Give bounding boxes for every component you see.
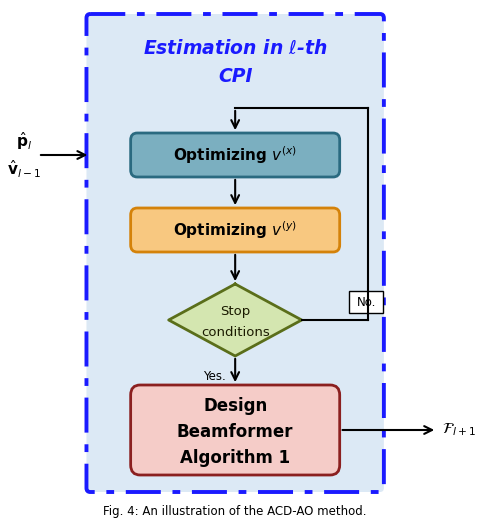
Text: Stop: Stop	[220, 306, 250, 319]
Text: No.: No.	[357, 296, 376, 309]
Text: Beamformer: Beamformer	[177, 423, 293, 441]
Text: CPI: CPI	[218, 66, 252, 86]
Text: Design: Design	[203, 397, 267, 415]
Polygon shape	[169, 284, 302, 356]
FancyBboxPatch shape	[130, 208, 340, 252]
Text: $\hat{\mathbf{p}}_l$: $\hat{\mathbf{p}}_l$	[16, 130, 32, 152]
Text: Optimizing $v^{(y)}$: Optimizing $v^{(y)}$	[173, 219, 297, 241]
Text: $\mathcal{F}_{l+1}$: $\mathcal{F}_{l+1}$	[442, 422, 476, 438]
Bar	[349, 291, 383, 313]
FancyBboxPatch shape	[130, 133, 340, 177]
Text: Yes.: Yes.	[203, 370, 226, 383]
Text: Optimizing $v^{(x)}$: Optimizing $v^{(x)}$	[173, 144, 297, 166]
FancyBboxPatch shape	[87, 14, 384, 492]
Text: Algorithm 1: Algorithm 1	[180, 449, 290, 467]
Text: $\hat{\mathbf{v}}_{l-1}$: $\hat{\mathbf{v}}_{l-1}$	[7, 158, 41, 180]
Text: Estimation in $\ell$-th: Estimation in $\ell$-th	[143, 38, 327, 57]
Text: Fig. 4: An illustration of the ACD-AO method.: Fig. 4: An illustration of the ACD-AO me…	[103, 505, 367, 519]
Text: conditions: conditions	[201, 326, 270, 339]
FancyBboxPatch shape	[130, 385, 340, 475]
